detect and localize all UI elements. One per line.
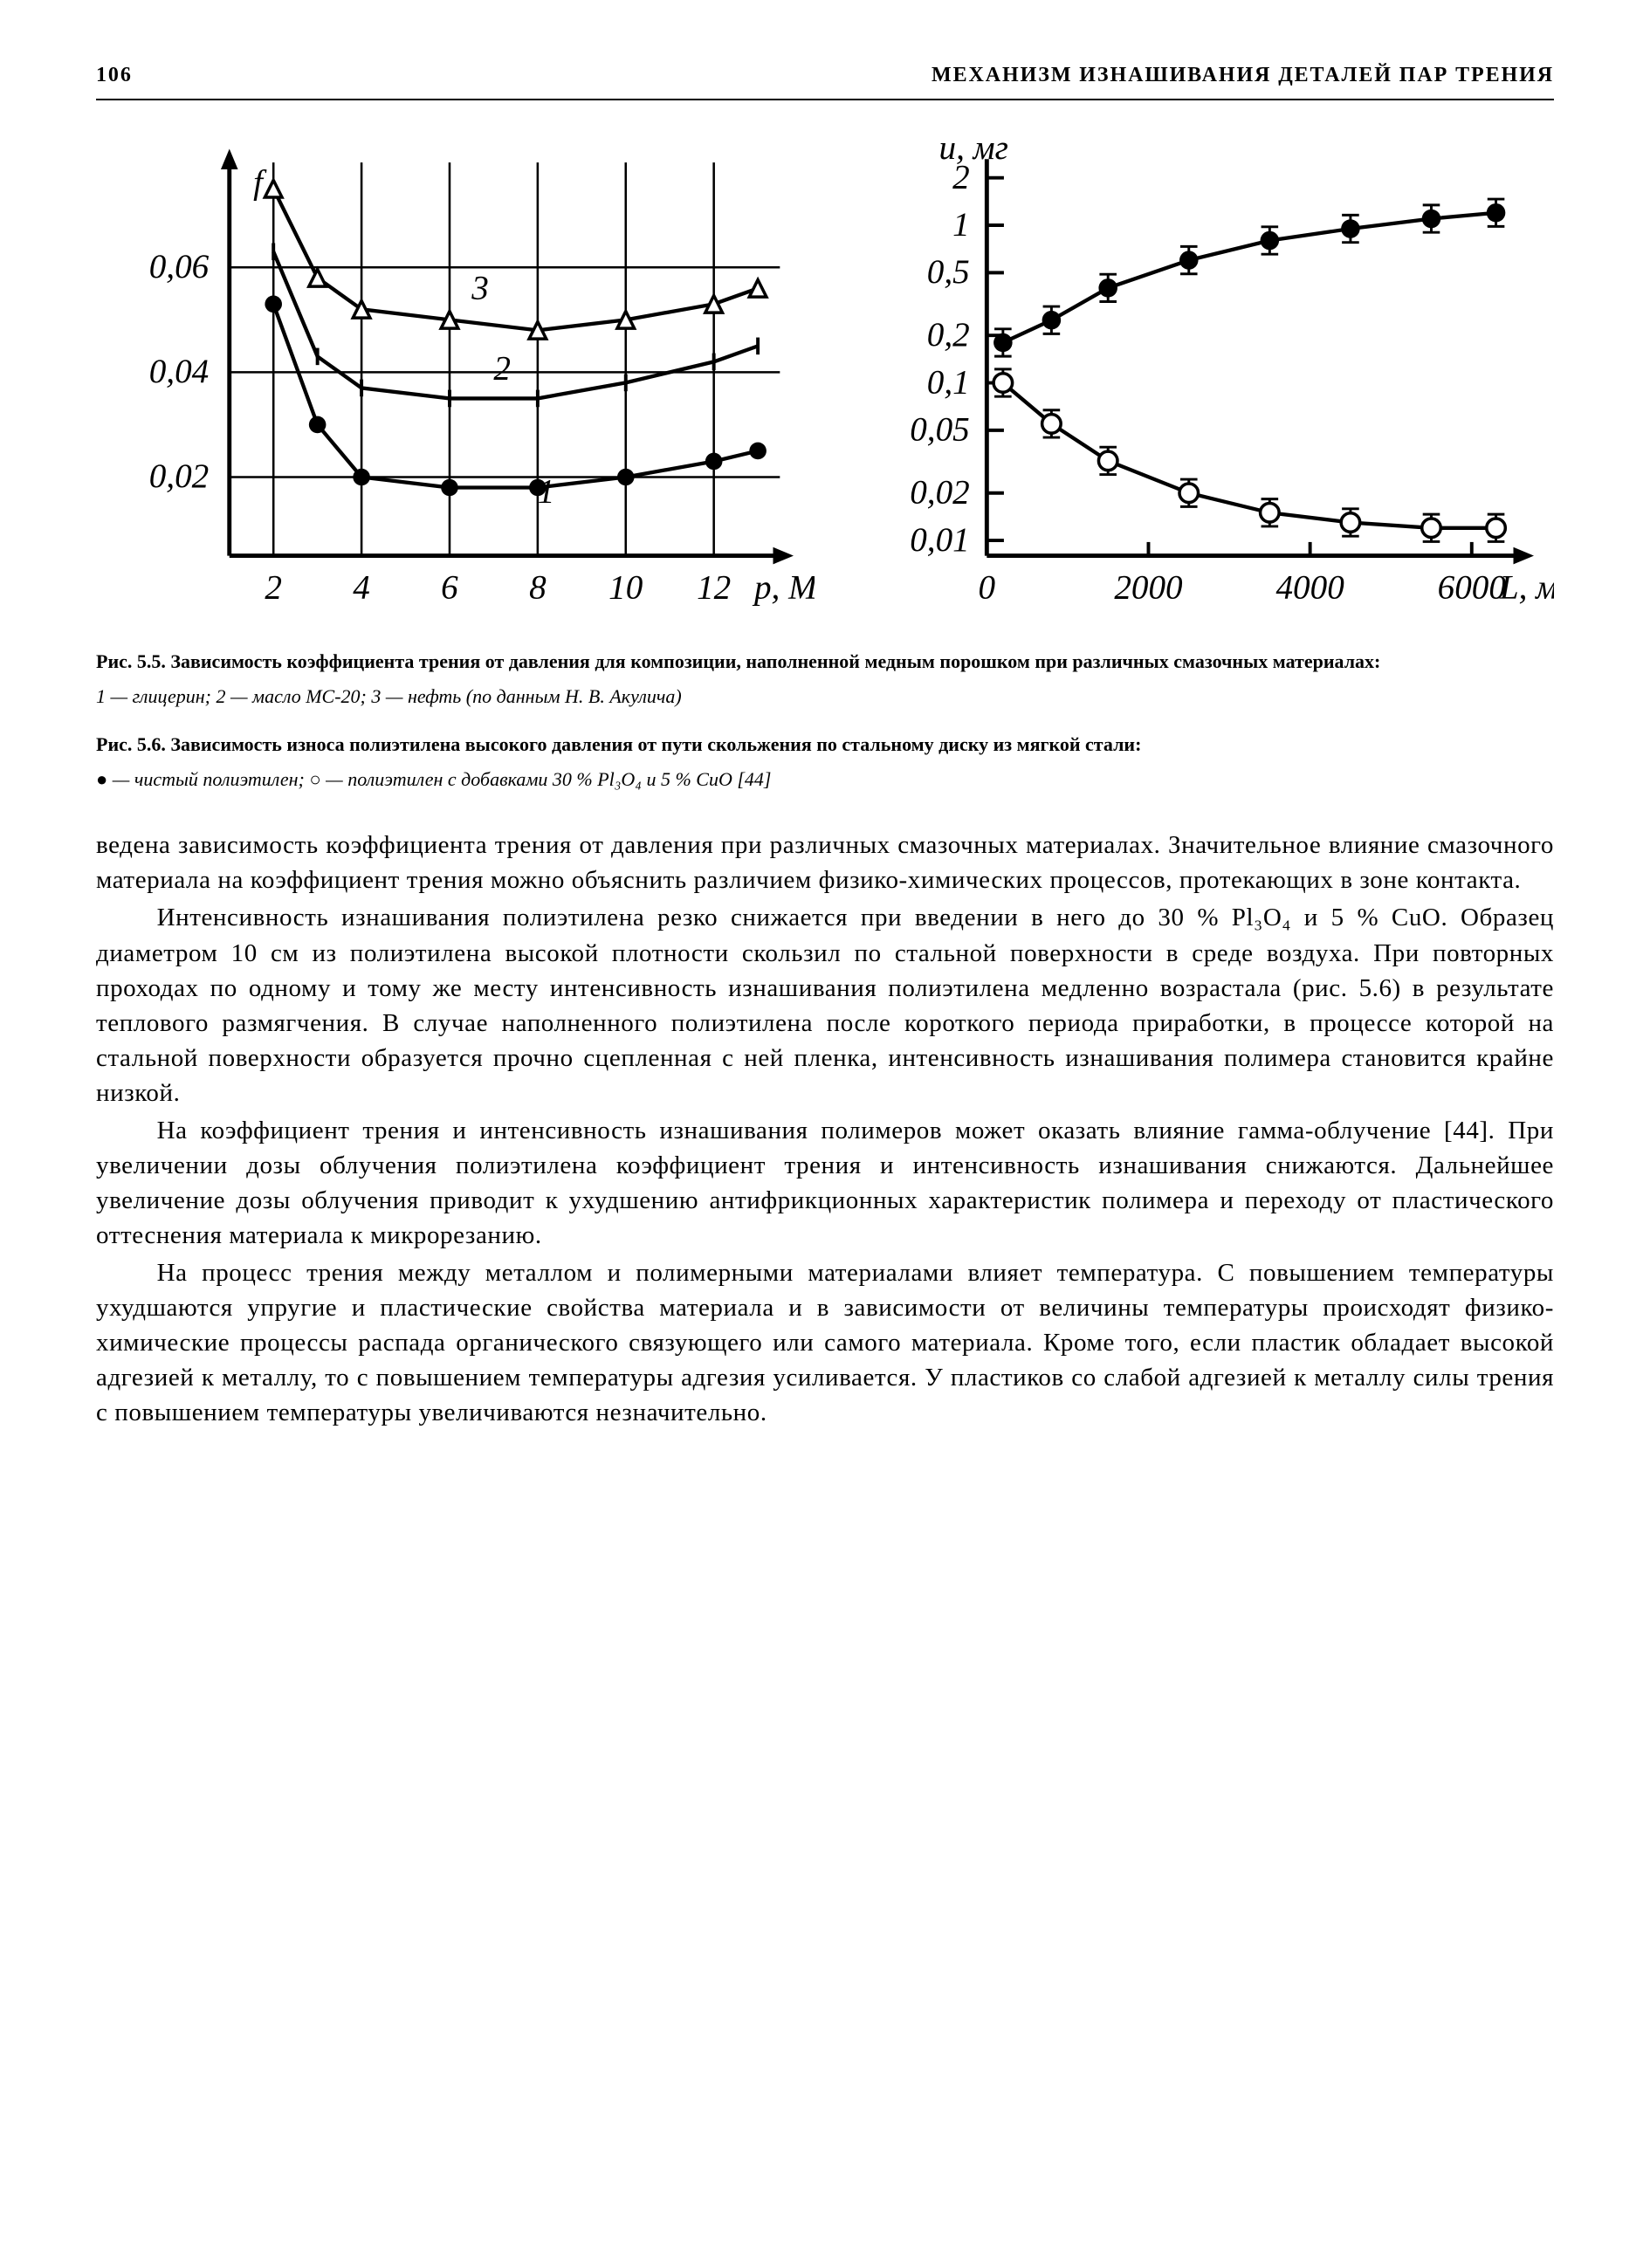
svg-text:0: 0 [978, 569, 995, 607]
svg-text:0,02: 0,02 [149, 457, 210, 495]
svg-text:2: 2 [493, 350, 511, 388]
figures-row: 246810120,020,040,06p, МПаf321 0,010,020… [96, 128, 1554, 624]
paragraph-1: ведена зависимость коэффициента трения о… [96, 828, 1554, 897]
paragraph-2: Интенсивность изнашивания полиэтилена ре… [96, 900, 1554, 1110]
caption-5-6-title: Рис. 5.6. Зависимость износа полиэтилена… [96, 733, 1141, 755]
caption-5-6: Рис. 5.6. Зависимость износа полиэтилена… [96, 732, 1554, 758]
caption-5-5-title: Рис. 5.5. Зависимость коэффициента трени… [96, 650, 1380, 672]
header-rule [96, 99, 1554, 100]
svg-text:0,05: 0,05 [910, 411, 970, 449]
svg-text:0,01: 0,01 [910, 521, 970, 559]
svg-text:6: 6 [441, 569, 458, 607]
svg-text:0,06: 0,06 [149, 248, 210, 285]
paragraph-4: На процесс трения между металлом и полим… [96, 1255, 1554, 1430]
svg-text:6000: 6000 [1437, 569, 1506, 607]
running-title: МЕХАНИЗМ ИЗНАШИВАНИЯ ДЕТАЛЕЙ ПАР ТРЕНИЯ [932, 61, 1554, 90]
svg-text:3: 3 [471, 270, 489, 307]
svg-text:8: 8 [529, 569, 547, 607]
figure-5-5: 246810120,020,040,06p, МПаf321 [96, 128, 815, 624]
caption-5-6-legend: ● — чистый полиэтилен; ○ — полиэтилен с … [96, 766, 1554, 793]
svg-text:2000: 2000 [1114, 569, 1183, 607]
body-text: ведена зависимость коэффициента трения о… [96, 828, 1554, 1429]
figure-5-6: 0,010,020,050,10,20,5120200040006000L, м… [836, 128, 1555, 624]
svg-text:p, МПа: p, МПа [752, 569, 815, 607]
svg-text:2: 2 [265, 569, 282, 607]
svg-text:12: 12 [697, 569, 731, 607]
svg-text:1: 1 [952, 206, 970, 244]
svg-text:4: 4 [353, 569, 370, 607]
svg-text:1: 1 [538, 473, 555, 511]
page-number: 106 [96, 61, 133, 90]
svg-text:10: 10 [608, 569, 643, 607]
svg-text:u, мг: u, мг [938, 129, 1007, 167]
svg-text:0,1: 0,1 [926, 363, 969, 401]
svg-text:0,04: 0,04 [149, 353, 210, 390]
svg-text:4000: 4000 [1275, 569, 1344, 607]
caption-5-5: Рис. 5.5. Зависимость коэффициента трени… [96, 649, 1554, 675]
paragraph-3: На коэффициент трения и интенсивность из… [96, 1113, 1554, 1253]
svg-text:0,2: 0,2 [926, 316, 969, 354]
svg-text:L, м: L, м [1498, 569, 1554, 607]
svg-text:0,02: 0,02 [910, 474, 970, 512]
caption-5-5-legend: 1 — глицерин; 2 — масло МС-20; 3 — нефть… [96, 684, 1554, 710]
svg-text:0,5: 0,5 [926, 253, 969, 291]
